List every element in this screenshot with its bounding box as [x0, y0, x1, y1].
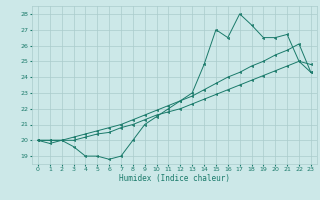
X-axis label: Humidex (Indice chaleur): Humidex (Indice chaleur) [119, 174, 230, 183]
